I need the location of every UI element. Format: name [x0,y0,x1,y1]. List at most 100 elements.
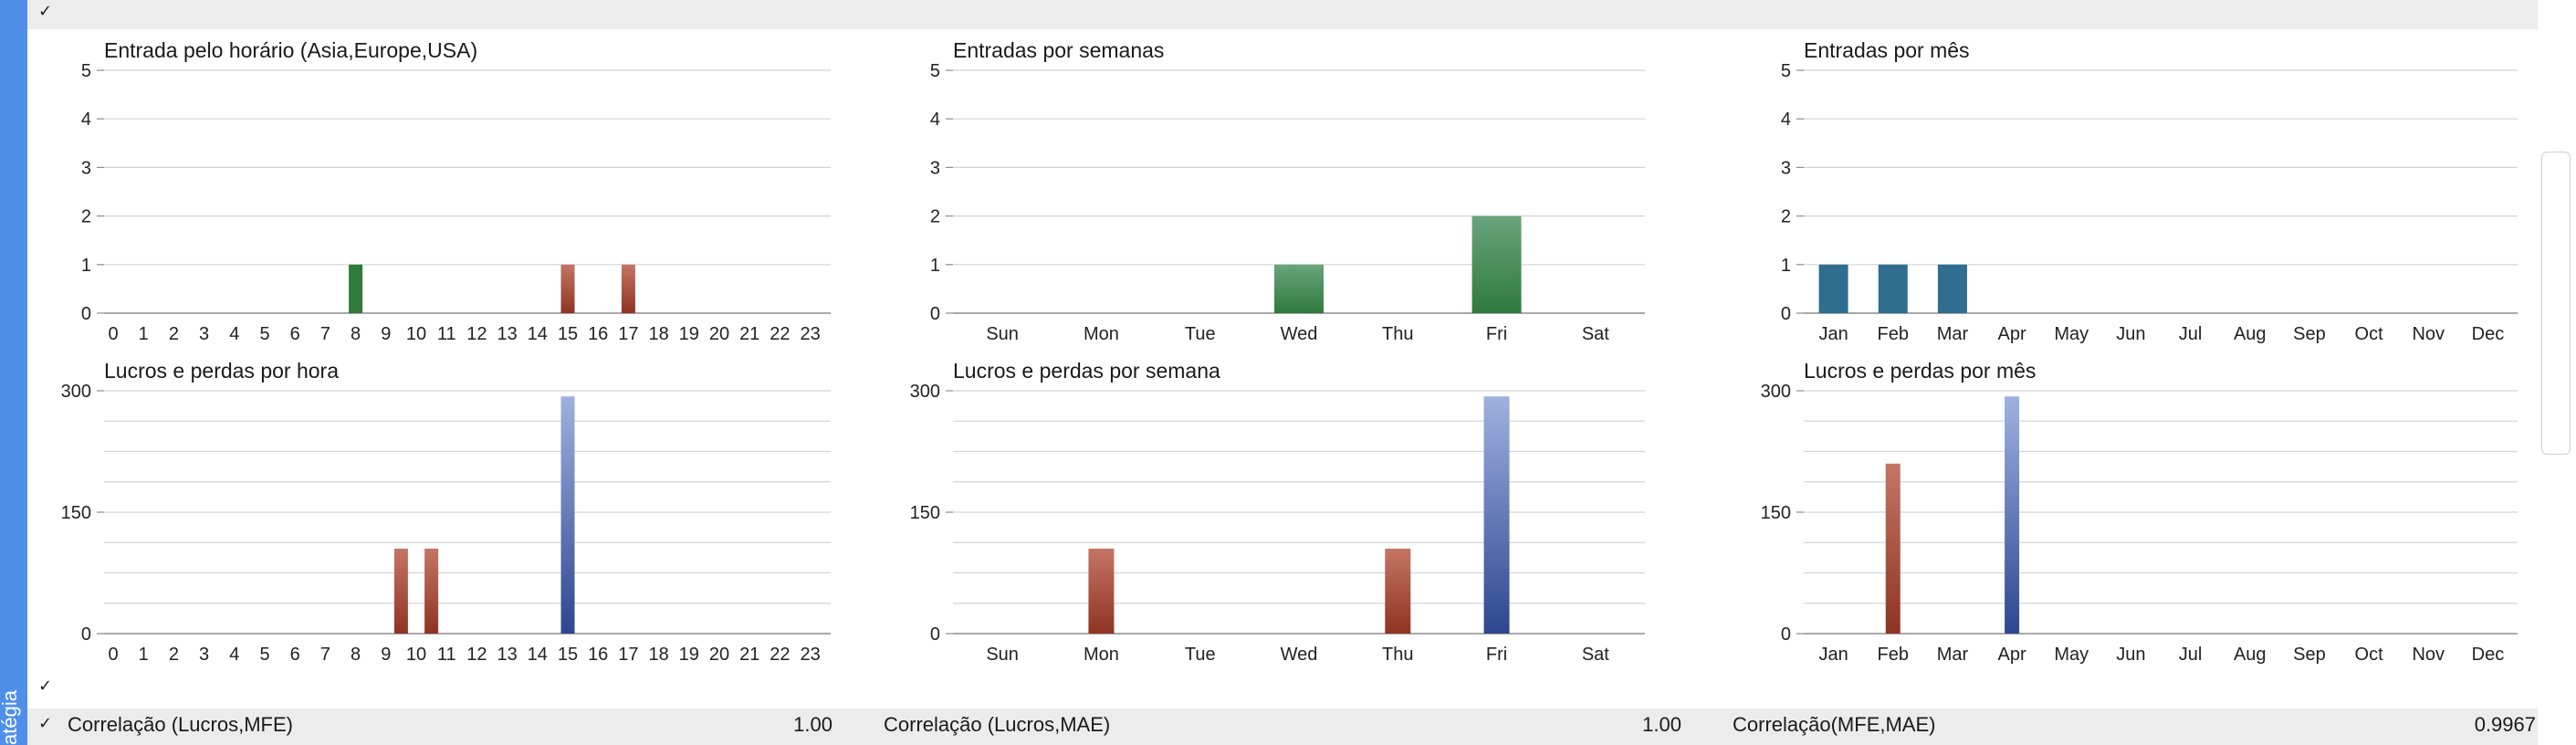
chart-title: Lucros e perdas por semana [953,359,1220,383]
x-tick-label: Jan [1818,645,1848,665]
x-tick-label: Mon [1084,324,1119,344]
x-tick-label: Nov [2412,324,2445,344]
x-tick-label: May [2054,645,2089,665]
x-tick-label: Apr [1998,324,2026,344]
x-tick-label: 10 [406,645,426,665]
x-tick-label: Sep [2293,645,2326,665]
chart-title: Lucros e perdas por mês [1804,359,2036,383]
x-tick-label: 1 [139,324,149,344]
bar [1385,548,1411,634]
x-tick-label: 14 [528,324,548,344]
x-tick-label: 3 [199,324,209,344]
x-tick-label: Tue [1185,645,1216,665]
x-tick-label: 10 [406,324,426,344]
x-tick-label: Jun [2116,645,2145,665]
checkmark-row [27,672,2538,708]
correlation-label-profit-mfe: Correlação (Lucros,MFE) [68,713,293,736]
group-header-bar[interactable] [27,0,2538,29]
x-tick-label: Thu [1382,324,1413,344]
x-tick-label: 13 [497,645,517,665]
x-tick-label: 20 [709,324,729,344]
x-tick-label: Fri [1486,645,1507,665]
x-tick-label: Feb [1878,324,1909,344]
chart-title: Entrada pelo horário (Asia,Europe,USA) [104,38,477,62]
y-tick-label: 1 [1781,256,1791,276]
x-tick-label: 3 [199,645,209,665]
x-tick-label: Tue [1185,324,1216,344]
bar [1483,396,1510,634]
sidebar-strip: atégia [0,0,27,745]
correlation-label-profit-mae: Correlação (Lucros,MAE) [884,713,1111,736]
x-tick-label: 2 [169,645,179,665]
x-tick-label: 22 [770,645,790,665]
section-checkmark-icon[interactable]: ✓ [38,677,53,695]
x-tick-label: Apr [1998,645,2026,665]
x-tick-label: 9 [381,645,391,665]
correlation-value-profit-mfe: 1.00 [793,713,832,736]
y-tick-label: 0 [81,624,91,645]
x-tick-label: 5 [259,645,269,665]
y-tick-label: 1 [81,256,91,276]
bar [1274,264,1324,313]
sidebar-tab-label[interactable]: atégia [0,690,21,745]
sidebar-tab-label-container[interactable]: atégia [0,690,27,745]
y-tick-label: 0 [1781,304,1791,324]
x-tick-label: Wed [1281,645,1318,665]
x-tick-label: 12 [466,324,487,344]
y-tick-label: 150 [910,503,940,523]
y-tick-label: 1 [930,256,940,276]
x-tick-label: Jul [2179,645,2203,665]
x-tick-label: 19 [679,324,699,344]
group-checkmark-icon[interactable]: ✓ [38,2,53,20]
bar [560,264,575,313]
x-tick-label: 18 [648,324,668,344]
y-tick-label: 3 [81,158,91,178]
x-tick-label: Oct [2355,324,2384,344]
y-tick-label: 150 [61,503,91,523]
x-tick-label: 5 [259,324,269,344]
correlation-checkmark-icon[interactable]: ✓ [38,714,53,732]
bar [560,396,575,634]
correlation-value-profit-mae: 1.00 [1642,713,1681,736]
y-tick-label: 0 [1781,624,1791,645]
x-tick-label: Sun [986,324,1019,344]
chart-title: Entradas por mês [1804,38,1970,62]
x-tick-label: May [2054,324,2089,344]
x-tick-label: 11 [437,645,456,665]
x-tick-label: Aug [2234,645,2267,665]
bar [1471,215,1522,313]
x-tick-label: Fri [1486,324,1507,344]
y-tick-label: 4 [81,110,91,130]
x-tick-label: 22 [770,324,790,344]
correlation-label-mfe-mae: Correlação(MFE,MAE) [1733,713,1936,736]
x-tick-label: Sat [1582,324,1609,344]
x-tick-label: 7 [320,324,330,344]
x-tick-label: Mar [1937,645,1969,665]
x-tick-label: Oct [2355,645,2384,665]
bar [1088,548,1115,634]
x-tick-label: Jun [2116,324,2145,344]
y-tick-label: 300 [910,382,940,402]
x-tick-label: Sat [1582,645,1609,665]
x-tick-label: Jan [1818,324,1848,344]
bar [1818,264,1848,313]
chart-title: Lucros e perdas por hora [104,359,339,383]
x-tick-label: 7 [320,645,330,665]
x-tick-label: 16 [588,324,608,344]
x-tick-label: 23 [800,645,820,665]
scrollbar-thumb[interactable] [2541,152,2571,455]
x-tick-label: Sep [2293,324,2326,344]
bar [393,548,408,634]
y-tick-label: 0 [930,304,940,324]
x-tick-label: 1 [139,645,149,665]
x-tick-label: 0 [108,645,118,665]
x-tick-label: 14 [528,645,548,665]
x-tick-label: 18 [648,645,668,665]
bar [621,264,635,313]
x-tick-label: Aug [2234,324,2267,344]
bar [1937,264,1967,313]
bar [2005,396,2020,634]
x-tick-label: 23 [800,324,820,344]
y-tick-label: 4 [1781,110,1791,130]
y-tick-label: 5 [1781,61,1791,81]
